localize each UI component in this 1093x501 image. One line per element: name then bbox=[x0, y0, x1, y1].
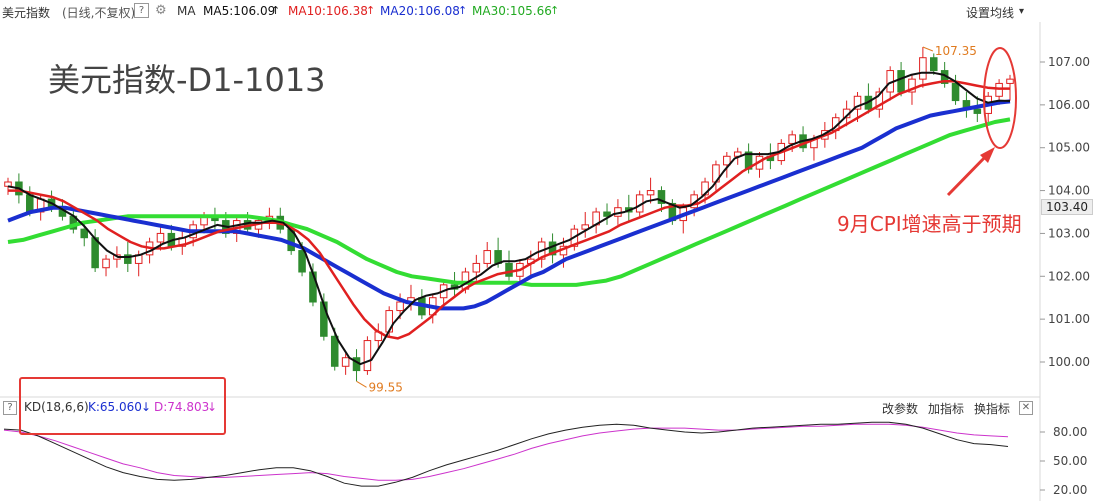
candle bbox=[951, 82, 960, 102]
kd-d-line bbox=[3, 423, 1009, 481]
candle bbox=[875, 91, 884, 110]
kd-tick-label: 80.00 bbox=[1053, 425, 1087, 439]
price-tick-label: 102.00 bbox=[1048, 269, 1090, 283]
ma10-line bbox=[8, 80, 1010, 340]
price-tick-label: 104.00 bbox=[1048, 184, 1090, 198]
help-icon[interactable]: ? bbox=[134, 3, 149, 18]
ma30-value: MA30:105.66 bbox=[472, 4, 552, 18]
edit-params-button[interactable]: 改参数 bbox=[882, 402, 919, 416]
candle bbox=[472, 262, 481, 273]
candle bbox=[298, 250, 306, 273]
kd-tick-label: 50.00 bbox=[1053, 454, 1087, 468]
kd-header: KD(18,6,6) K:65.060 ↓ D:74.803 ↓ 改参数 加指标… bbox=[0, 398, 1040, 418]
ma5-value: MA5:106.09 bbox=[203, 4, 276, 18]
period-label: (日线,不复权) bbox=[62, 6, 136, 20]
cpi-annotation: 9月CPI增速高于预期 bbox=[837, 212, 1022, 236]
candle bbox=[4, 181, 12, 187]
kd-k-value: K:65.060 bbox=[88, 400, 142, 414]
chart-header: 美元指数 (日线,不复权) ? ⚙ MA MA5:106.09 ↑ MA10:1… bbox=[0, 0, 1093, 22]
price-panel: 107.35 99.55 bbox=[4, 44, 1014, 394]
kd-label: KD(18,6,6) bbox=[24, 400, 89, 414]
current-price-value: 103.40 bbox=[1046, 200, 1088, 214]
ma-label[interactable]: MA bbox=[177, 4, 196, 18]
candle bbox=[124, 254, 132, 264]
candle bbox=[897, 70, 905, 93]
high-price-label: 107.35 bbox=[935, 44, 977, 58]
candle bbox=[363, 340, 372, 372]
add-indicator-button[interactable]: 加指标 bbox=[928, 402, 965, 416]
candle bbox=[581, 224, 590, 230]
chevron-down-icon[interactable]: ▾ bbox=[1019, 6, 1025, 17]
candle bbox=[995, 82, 1003, 97]
kd-d-value: D:74.803 bbox=[154, 400, 210, 414]
price-tick-label: 107.00 bbox=[1048, 55, 1090, 69]
kd-tick-label: 20.00 bbox=[1053, 483, 1087, 497]
candle bbox=[505, 262, 513, 277]
candle bbox=[929, 57, 938, 72]
candle bbox=[396, 301, 404, 312]
candle bbox=[26, 194, 34, 213]
symbol-name: 美元指数 bbox=[2, 6, 51, 20]
close-icon[interactable]: ✕ bbox=[1019, 401, 1033, 415]
price-tick-label: 105.00 bbox=[1048, 141, 1090, 155]
settings-ma-button[interactable]: 设置均线 bbox=[966, 6, 1015, 20]
candle bbox=[102, 258, 110, 269]
high-marker-line bbox=[922, 46, 934, 52]
ma20-line bbox=[7, 99, 1011, 311]
candle bbox=[309, 271, 317, 303]
kd-panel bbox=[3, 421, 1009, 487]
k-arrow-down-icon: ↓ bbox=[141, 400, 152, 414]
kd-help-icon[interactable]: ? bbox=[3, 401, 17, 415]
low-marker-line bbox=[356, 380, 367, 388]
ma20-value: MA20:106.08 bbox=[380, 4, 460, 18]
candle bbox=[853, 95, 862, 110]
price-tick-label: 101.00 bbox=[1048, 312, 1090, 326]
price-tick-label: 100.00 bbox=[1048, 355, 1090, 369]
ma5-line bbox=[7, 71, 1011, 366]
candle bbox=[483, 250, 491, 264]
ma10-value: MA10:106.38 bbox=[288, 4, 368, 18]
candle bbox=[919, 57, 927, 80]
candle bbox=[330, 335, 339, 367]
candle bbox=[973, 108, 982, 114]
annotation-arrow-line bbox=[946, 150, 992, 197]
candle bbox=[156, 232, 165, 243]
candle bbox=[646, 190, 655, 196]
candle bbox=[657, 190, 666, 204]
d-arrow-down-icon: ↓ bbox=[207, 400, 218, 414]
candle bbox=[1006, 78, 1014, 84]
candle bbox=[341, 357, 350, 367]
change-indicator-button[interactable]: 换指标 bbox=[974, 402, 1011, 416]
chart-title: 美元指数-D1-1013 bbox=[48, 61, 326, 99]
kd-k-line bbox=[3, 421, 1009, 487]
candle bbox=[603, 211, 611, 217]
candle bbox=[723, 155, 731, 166]
annotation-arrow-head bbox=[980, 147, 995, 163]
gear-icon[interactable]: ⚙ bbox=[155, 3, 167, 18]
candle bbox=[908, 78, 916, 93]
candle bbox=[80, 228, 89, 239]
current-price-tag: 103.40 bbox=[1041, 199, 1093, 215]
price-axis: 107.00 106.00 105.00 104.00 103.00 102.00 101.… bbox=[1040, 55, 1090, 497]
ma30-line bbox=[7, 117, 1011, 287]
price-tick-label: 106.00 bbox=[1048, 98, 1090, 112]
highlight-ellipse bbox=[983, 47, 1017, 149]
candle bbox=[788, 134, 796, 144]
low-price-label: 99.55 bbox=[369, 380, 403, 394]
ma20-arrow-up-icon: ↑ bbox=[458, 4, 468, 17]
kd-highlight-box bbox=[19, 377, 226, 435]
ma30-arrow-up-icon: ↑ bbox=[550, 4, 560, 17]
price-tick-label: 103.00 bbox=[1048, 226, 1090, 240]
ma10-arrow-up-icon: ↑ bbox=[366, 4, 376, 17]
ma5-arrow-up-icon: ↑ bbox=[271, 4, 281, 17]
